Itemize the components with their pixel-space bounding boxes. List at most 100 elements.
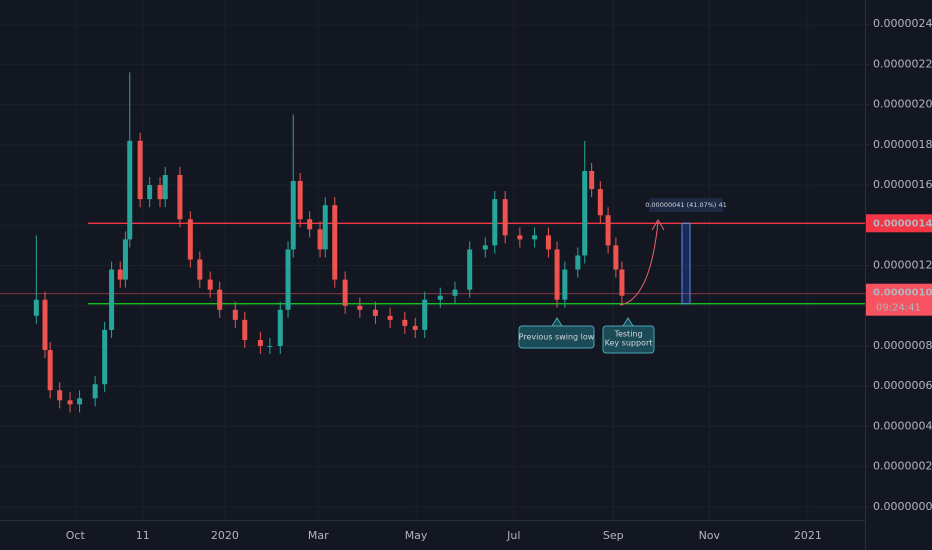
level-label: 0.00000141 — [873, 218, 932, 229]
candle-body — [613, 245, 619, 270]
measure-label-box — [649, 198, 723, 212]
candle-body — [242, 319, 248, 340]
callout-text: Testing — [613, 330, 642, 339]
candle-body — [77, 398, 83, 405]
candle-body — [342, 279, 348, 306]
candle-body — [117, 269, 123, 280]
candles — [33, 72, 625, 413]
candle-body — [619, 269, 625, 296]
candle-body — [177, 175, 183, 220]
candle-body — [317, 229, 323, 250]
last-price-label: 0.00000106 — [873, 288, 932, 299]
candle-body — [452, 289, 458, 296]
candle-body — [67, 400, 73, 405]
x-tick-label: 2020 — [211, 529, 239, 542]
candle-body — [232, 309, 238, 320]
candle-body — [332, 205, 338, 280]
grid — [0, 0, 865, 520]
candle-body — [267, 345, 273, 347]
candle-body — [307, 219, 313, 230]
candle-body — [517, 235, 523, 240]
candle-body — [127, 140, 133, 240]
candle-body — [545, 235, 551, 250]
candle-body — [422, 299, 428, 330]
candle-body — [122, 239, 128, 280]
callout-box — [518, 325, 595, 349]
candle-body — [109, 269, 115, 330]
annotations: 0.00000041 (41.07%) 41 Previous swing low… — [518, 198, 727, 354]
candle-body — [197, 259, 203, 280]
candle-body — [147, 185, 153, 200]
x-tick-label: Sep — [603, 529, 624, 542]
candle-body — [357, 305, 363, 310]
callout-pointer — [551, 317, 563, 327]
candle-body — [402, 319, 408, 326]
candle-body — [102, 329, 108, 385]
candle-body — [502, 199, 508, 236]
candle-body — [554, 249, 560, 300]
candle-body — [57, 390, 63, 401]
candle-body — [137, 140, 143, 200]
candle-body — [589, 170, 595, 190]
candle-body — [92, 384, 98, 399]
x-tick-label: Nov — [699, 529, 721, 542]
x-tick-label: 2021 — [794, 529, 822, 542]
x-tick-label: Mar — [308, 529, 329, 542]
measure-label: 0.00000041 (41.07%) 41 — [645, 201, 727, 209]
candle-body — [482, 245, 488, 250]
candle-body — [42, 299, 48, 351]
candle-body — [217, 289, 223, 310]
candle-body — [605, 215, 611, 246]
candle-body — [277, 309, 283, 346]
candle-body — [562, 269, 568, 300]
candle-body — [575, 255, 581, 270]
candle-body — [157, 185, 163, 200]
candle-body — [582, 170, 588, 256]
candle-body — [322, 205, 328, 250]
callout-pointer — [622, 317, 634, 327]
candle-body — [162, 175, 168, 200]
callout-text: Previous swing low — [519, 333, 595, 342]
candle-body — [187, 219, 193, 260]
candle-body — [297, 181, 303, 220]
candle-body — [47, 350, 53, 391]
candle-body — [372, 309, 378, 316]
candle-body — [290, 181, 296, 250]
candle-body — [597, 189, 603, 216]
candle-body — [33, 299, 39, 316]
candle-body — [412, 325, 418, 330]
x-tick-label: May — [405, 529, 428, 542]
candle-body — [257, 339, 263, 346]
candle-body — [532, 235, 538, 240]
candle-body — [467, 249, 473, 290]
last-price-box — [866, 283, 932, 316]
candle-body — [387, 315, 393, 320]
callout-text: Key support — [605, 339, 653, 348]
projection-arrow — [619, 219, 665, 306]
candle-body — [207, 279, 213, 290]
x-tick-label: Jul — [506, 529, 520, 542]
countdown: 09:24:41 — [876, 303, 921, 314]
callout-box — [602, 325, 655, 354]
measure-range — [681, 222, 691, 305]
x-tick-label: 11 — [136, 529, 150, 542]
candle-body — [437, 295, 443, 300]
candle-body — [285, 249, 291, 310]
x-tick-label: Oct — [66, 529, 86, 542]
candle-body — [492, 199, 498, 246]
level-label-box — [866, 214, 932, 233]
